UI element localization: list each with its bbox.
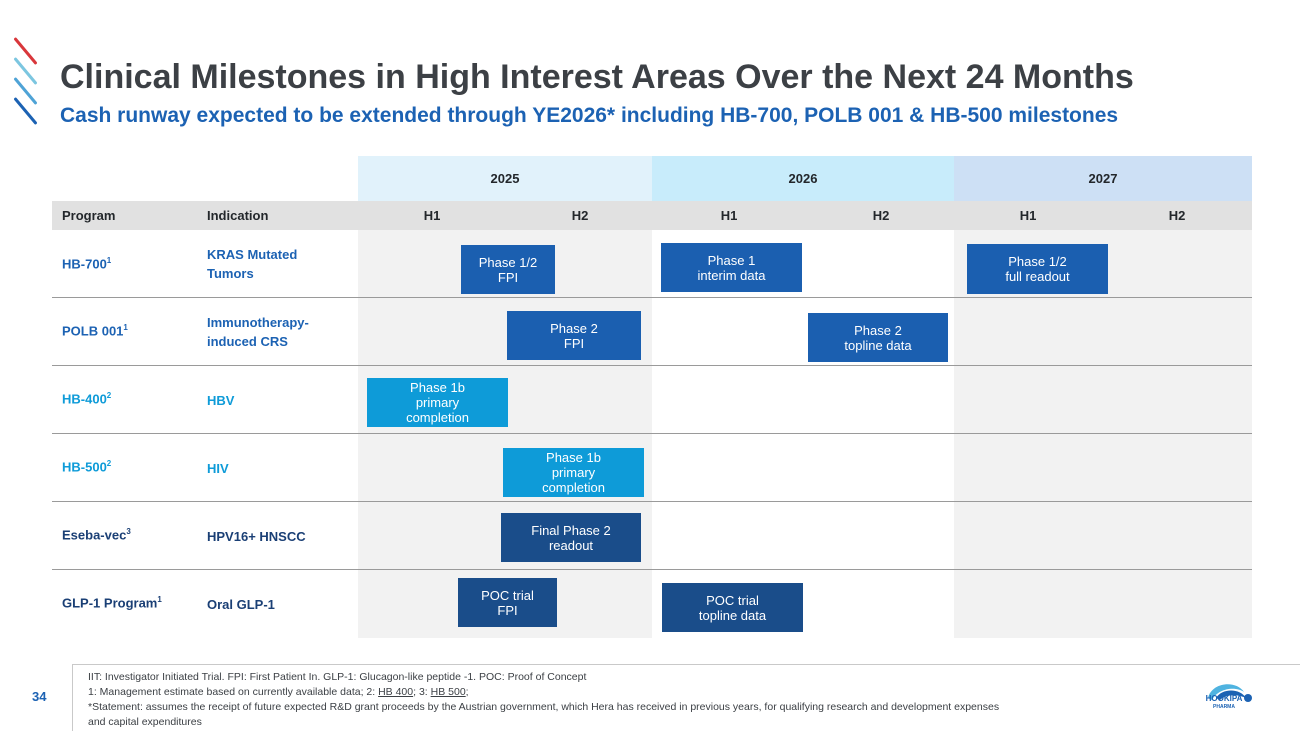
footnote-statement: *Statement: assumes the receipt of futur… bbox=[88, 701, 1000, 713]
page-number: 34 bbox=[32, 689, 47, 704]
year-2027-band bbox=[954, 230, 1252, 638]
hookipa-logo: HOOKIPA PHARMA bbox=[1196, 676, 1258, 720]
footnote-statement-cont: and capital expenditures bbox=[88, 716, 202, 728]
column-header-2027-h1: H1 bbox=[1019, 208, 1037, 223]
page-title: Clinical Milestones in High Interest Are… bbox=[60, 58, 1134, 96]
column-header-2026-h1: H1 bbox=[720, 208, 738, 223]
program-hb-500: HB-5002 bbox=[62, 459, 112, 475]
milestone-hb-700-phase-1-2-readout: Phase 1/2 full readout bbox=[967, 244, 1108, 294]
indication-eseba-vec: HPV16+ HNSCC bbox=[207, 529, 306, 544]
milestone-glp-1-poc-fpi: POC trial FPI bbox=[458, 578, 557, 627]
indication-hb-700: KRAS Mutated Tumors bbox=[207, 247, 298, 281]
logo-subtext: PHARMA bbox=[1213, 704, 1235, 710]
milestone-hb-700-phase-1-interim: Phase 1 interim data bbox=[661, 243, 802, 292]
milestone-hb-700-phase-1-2-fpi: Phase 1/2 FPI bbox=[461, 245, 555, 294]
indication-glp-1: Oral GLP-1 bbox=[207, 597, 275, 612]
milestone-eseba-vec-final-phase-2: Final Phase 2 readout bbox=[501, 513, 641, 562]
column-header-indication: Indication bbox=[207, 208, 269, 223]
milestone-polb-001-phase-2-topline: Phase 2 topline data bbox=[808, 313, 948, 362]
program-glp-1: GLP-1 Program1 bbox=[62, 595, 162, 611]
page-subtitle: Cash runway expected to be extended thro… bbox=[60, 104, 1119, 127]
indication-polb-001: Immunotherapy-induced CRS bbox=[207, 315, 309, 349]
year-2025-header: 2025 bbox=[358, 156, 652, 201]
milestone-polb-001-phase-2-fpi: Phase 2 FPI bbox=[507, 311, 641, 360]
column-header-2027-h2: H2 bbox=[1168, 208, 1186, 223]
column-header-2025-h1: H1 bbox=[423, 208, 441, 223]
footnote-sources: 1: Management estimate based on currentl… bbox=[88, 686, 469, 698]
hb-400-link[interactable]: HB 400 bbox=[378, 686, 414, 698]
column-header-program: Program bbox=[62, 208, 116, 223]
year-2027-header: 2027 bbox=[954, 156, 1252, 201]
program-eseba-vec: Eseba-vec3 bbox=[62, 527, 131, 543]
row-separator bbox=[52, 297, 1252, 298]
footer-divider bbox=[72, 664, 1300, 665]
column-header-2026-h2: H2 bbox=[872, 208, 890, 223]
row-separator bbox=[52, 365, 1252, 366]
indication-hb-500: HIV bbox=[207, 461, 229, 476]
program-hb-700: HB-7001 bbox=[62, 256, 112, 272]
footnote-abbreviations: IIT: Investigator Initiated Trial. FPI: … bbox=[88, 671, 587, 683]
milestone-glp-1-poc-topline: POC trial topline data bbox=[662, 583, 803, 632]
hookipa-logo-mark bbox=[1208, 684, 1252, 702]
milestone-hb-500-phase-1b-completion: Phase 1b primary completion bbox=[503, 448, 644, 497]
row-separator bbox=[52, 501, 1252, 502]
program-hb-400: HB-4002 bbox=[62, 391, 112, 407]
column-header-row bbox=[52, 201, 1252, 230]
hb-500-link[interactable]: HB 500 bbox=[430, 686, 466, 698]
program-polb-001: POLB 0011 bbox=[62, 323, 128, 339]
row-separator bbox=[52, 569, 1252, 570]
year-2025-band bbox=[358, 230, 652, 638]
footer-vertical-divider bbox=[72, 664, 73, 731]
indication-hb-400: HBV bbox=[207, 393, 235, 408]
year-2026-header: 2026 bbox=[652, 156, 954, 201]
logo-text: HOOKIPA bbox=[1205, 694, 1243, 703]
milestone-hb-400-phase-1b-completion: Phase 1b primary completion bbox=[367, 378, 508, 427]
row-separator bbox=[52, 433, 1252, 434]
column-header-2025-h2: H2 bbox=[571, 208, 589, 223]
